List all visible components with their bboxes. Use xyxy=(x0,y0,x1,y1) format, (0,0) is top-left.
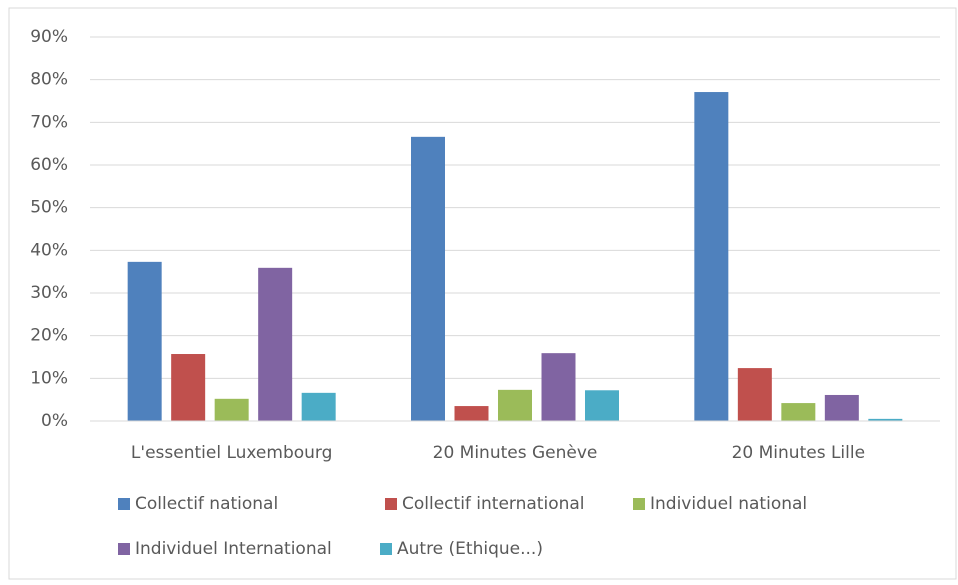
legend-label: Individuel International xyxy=(135,539,332,559)
y-tick-label: 20% xyxy=(30,326,68,346)
y-tick-label: 0% xyxy=(41,411,68,431)
legend-swatch xyxy=(633,498,645,510)
bar xyxy=(454,406,489,421)
bar xyxy=(214,398,249,421)
bar xyxy=(737,368,772,421)
legend-label: Autre (Ethique...) xyxy=(397,539,543,559)
y-tick-label: 60% xyxy=(30,155,68,175)
bar xyxy=(541,353,576,421)
bar xyxy=(258,267,293,421)
legend-swatch xyxy=(118,543,130,555)
legend-label: Collectif international xyxy=(402,494,585,514)
bar xyxy=(127,261,162,421)
x-tick-label: L'essentiel Luxembourg xyxy=(131,443,332,463)
y-tick-label: 80% xyxy=(30,70,68,90)
bar xyxy=(781,403,816,421)
legend-label: Individuel national xyxy=(650,494,807,514)
bar xyxy=(171,354,206,421)
bar xyxy=(868,418,903,421)
y-tick-label: 40% xyxy=(30,240,68,260)
bar xyxy=(411,136,445,421)
legend-swatch xyxy=(380,543,392,555)
legend-swatch xyxy=(385,498,397,510)
bar xyxy=(694,92,729,421)
bar xyxy=(301,392,336,421)
bar xyxy=(585,390,619,421)
y-tick-label: 50% xyxy=(30,198,68,218)
bar xyxy=(824,394,859,421)
x-tick-label: 20 Minutes Lille xyxy=(732,443,865,463)
x-tick-label: 20 Minutes Genève xyxy=(433,443,598,463)
y-tick-label: 10% xyxy=(30,368,68,388)
bar xyxy=(498,389,532,421)
legend-swatch xyxy=(118,498,130,510)
y-tick-label: 70% xyxy=(30,112,68,132)
legend-label: Collectif national xyxy=(135,494,278,514)
y-tick-label: 30% xyxy=(30,283,68,303)
y-tick-label: 90% xyxy=(30,27,68,47)
